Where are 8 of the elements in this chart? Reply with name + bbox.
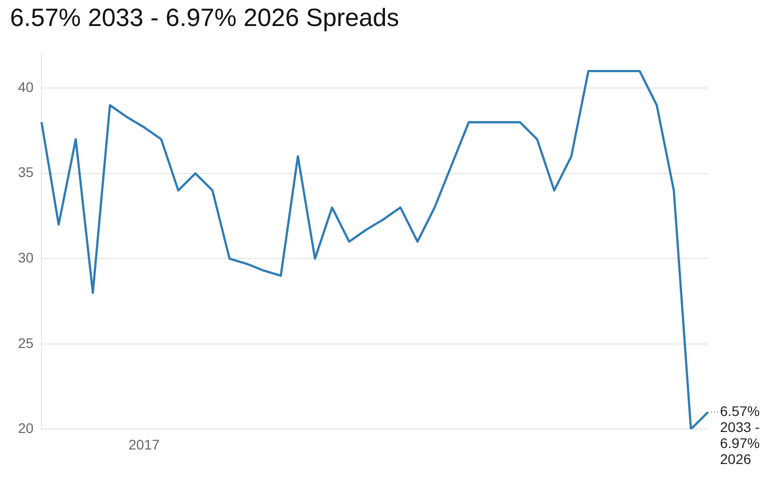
series-label: 6.57% 2033 - 6.97% 2026 [720,403,760,468]
y-tick-label: 30 [18,250,34,266]
y-tick-label: 40 [18,78,34,95]
y-tick-label: 35 [18,164,34,180]
y-tick-label: 25 [18,334,34,351]
x-tick-label: 2017 [128,436,160,452]
chart-title: 6.57% 2033 - 6.97% 2026 Spreads [10,4,400,32]
y-tick-label: 20 [18,420,34,436]
